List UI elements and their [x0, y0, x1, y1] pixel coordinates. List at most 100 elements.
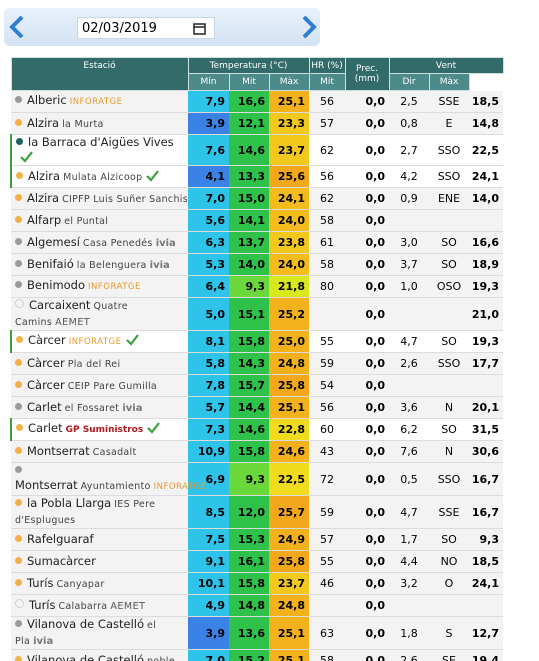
value-cell: SO	[429, 253, 470, 276]
value-cell: 0,8	[389, 112, 430, 135]
value-cell: 59	[309, 495, 346, 529]
value-cell: 25,8	[269, 374, 310, 397]
value-cell: 0,0	[345, 616, 390, 650]
station-cell: Càrcer CEIP Pare Gumilla	[11, 374, 188, 397]
value-cell: O	[429, 572, 470, 595]
value-cell: 61	[309, 231, 346, 254]
station-name: Carlet	[27, 399, 62, 414]
value-cell: 14,8	[469, 112, 504, 135]
value-cell: 14,0	[469, 187, 504, 210]
value-cell: 14,3	[229, 352, 269, 375]
value-cell: 0,0	[345, 231, 390, 254]
value-cell: 57	[309, 528, 346, 551]
value-cell: 5,0	[188, 297, 229, 331]
station-row: Alberic INFORATGE 7,9 16,6 25,1 56 0,0 2,5 SSE 18…	[11, 90, 504, 113]
station-cell: Turís Calabarra AEMET	[11, 594, 188, 617]
network-label: INFORATGE	[68, 337, 122, 347]
header-station: Estació	[10, 57, 189, 91]
value-cell: 0,0	[345, 330, 390, 353]
station-cell: Carlet GP Suministros	[10, 418, 188, 441]
station-cell: Turís Canyapar	[11, 572, 188, 595]
value-cell: 24,8	[269, 594, 310, 617]
value-cell: 56	[309, 165, 346, 188]
station-row: Vilanova de Castelló poble 7,0 15,2 25,1 58 0,…	[11, 649, 504, 661]
value-cell: 6,3	[188, 231, 229, 254]
header-group: HR (%)	[308, 57, 346, 74]
value-cell: 14,4	[229, 396, 269, 419]
value-cell: 25,1	[269, 616, 310, 650]
value-cell: 0,0	[345, 418, 390, 441]
value-cell: 0,0	[345, 112, 390, 135]
station-row: la Pobla Llarga IES Pere d'Esplugues 8,5 12…	[11, 495, 504, 529]
station-row: Rafelguaraf 7,5 15,3 24,9 57 0,0 1,7 SO 9,3	[11, 528, 504, 551]
date-input[interactable]: 02/03/2019	[77, 17, 215, 39]
value-cell: 25,7	[269, 495, 310, 529]
value-cell: 18,5	[469, 90, 504, 113]
station-cell: Alzira CIPFP Luis Suñer Sanchis	[11, 187, 188, 210]
value-cell: 62	[309, 187, 346, 210]
value-cell: 15,2	[229, 649, 269, 661]
station-name: Turís	[29, 597, 56, 612]
value-cell: 24,1	[469, 165, 504, 188]
station-row: Alzira CIPFP Luis Suñer Sanchis 7,0 15,0 24,…	[11, 187, 504, 210]
value-cell: 24,0	[269, 209, 310, 232]
value-cell: 14,1	[229, 209, 269, 232]
value-cell: 24,8	[269, 352, 310, 375]
station-name: Vilanova de Castelló	[27, 617, 144, 631]
value-cell: 24,0	[269, 253, 310, 276]
next-arrow[interactable]	[300, 15, 318, 39]
value-cell: 0,0	[345, 374, 390, 397]
station-place: Canyapar	[56, 578, 105, 590]
station-place: Pla del Rei	[67, 358, 121, 370]
value-cell: 72	[309, 462, 346, 496]
check-icon	[146, 169, 160, 182]
value-cell: 1,8	[389, 616, 430, 650]
network-label: ivia	[149, 259, 170, 271]
station-place: IES Pere d'Esplugues	[15, 499, 156, 526]
value-cell: 0,0	[345, 462, 390, 496]
value-cell: 1,7	[389, 528, 430, 551]
value-cell: SO	[429, 528, 470, 551]
status-dot	[15, 466, 22, 473]
status-dot	[15, 193, 22, 201]
station-place: el Pla	[15, 620, 157, 647]
status-dot	[15, 499, 22, 506]
station-cell: Carlet el Fossaret ivia	[11, 396, 188, 419]
value-cell: 0,0	[345, 165, 390, 188]
value-cell: 6,2	[389, 418, 430, 441]
value-cell: 23,8	[269, 231, 310, 254]
value-cell: 19,3	[469, 275, 504, 298]
value-cell: 7,8	[188, 374, 229, 397]
value-cell: 25,1	[269, 649, 310, 661]
sub-header: Dir	[388, 73, 430, 91]
status-dot	[15, 446, 22, 454]
value-cell: 55	[309, 550, 346, 573]
status-dot	[15, 535, 22, 542]
value-cell: S	[429, 616, 470, 650]
value-cell: 7,3	[188, 418, 229, 441]
value-cell: SSO	[429, 352, 470, 375]
value-cell: 0,0	[345, 297, 390, 331]
station-cell: Alzira Mulata Alzicoop	[10, 165, 188, 188]
value-cell: 30,6	[469, 440, 504, 463]
calendar-icon[interactable]	[193, 22, 206, 35]
value-cell: N	[429, 396, 470, 419]
prev-arrow[interactable]	[8, 15, 26, 39]
value-cell: SO	[429, 418, 470, 441]
value-cell: SO	[429, 231, 470, 254]
station-cell: Montserrat Ayuntamiento INFORATGE	[11, 462, 206, 496]
value-cell	[469, 594, 504, 617]
value-cell: 14,8	[229, 594, 269, 617]
value-cell: 9,3	[229, 462, 269, 496]
station-cell: Algemesí Casa Penedés ivia	[11, 231, 188, 254]
station-name: Alzira	[27, 115, 60, 130]
status-dot	[15, 281, 22, 288]
value-cell: 6,9	[188, 462, 229, 496]
value-cell: 58	[309, 253, 346, 276]
value-cell: 21,0	[469, 297, 504, 331]
network-label: ivia	[33, 636, 54, 647]
value-cell: 25,8	[269, 550, 310, 573]
value-cell	[469, 374, 504, 397]
date-bar: 02/03/2019	[4, 8, 320, 46]
